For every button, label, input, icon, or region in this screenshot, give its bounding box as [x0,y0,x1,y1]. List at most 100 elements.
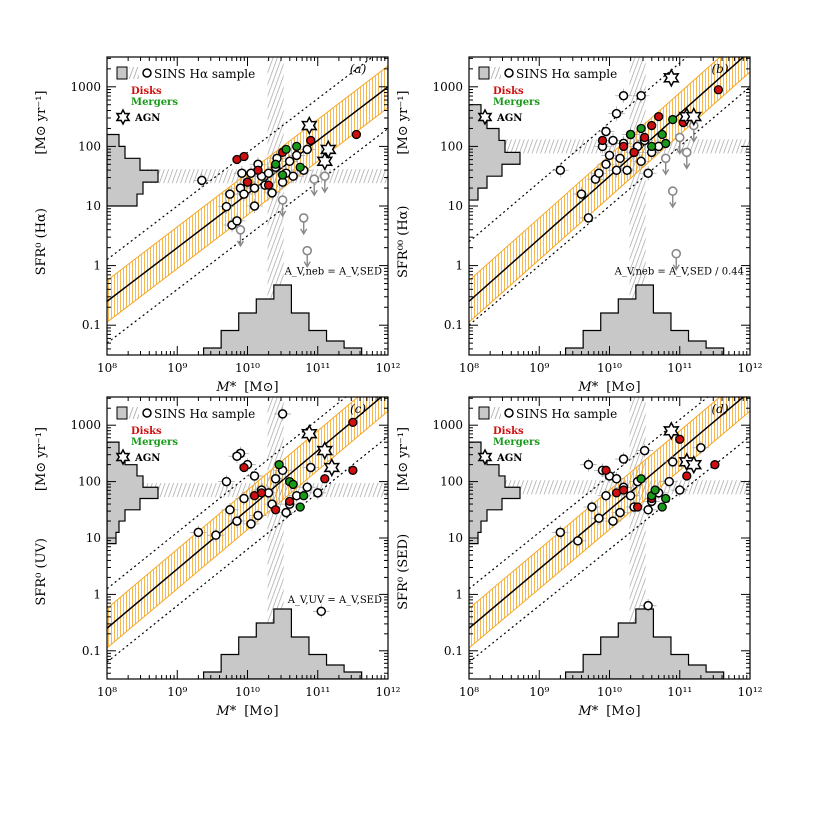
mass-histogram [202,284,363,355]
sample-point [608,135,618,146]
merger-point [661,138,671,149]
legend-agn-marker [115,448,131,466]
sample-point [270,474,281,484]
sample-point [576,189,587,199]
upper-limit-arrowhead [676,148,684,155]
y-tick-label: 100 [78,139,101,153]
panel-label: (d) [711,402,728,416]
sample-point [249,471,260,481]
sample-point [246,519,256,529]
sample-point [313,488,323,498]
y-tick-label: 100 [440,475,463,489]
sample-point [302,144,312,155]
upper-limit-point [671,248,682,259]
legend-sample-label: SINS Hα sample [516,67,617,81]
legend-mergers-label: Mergers [131,97,178,108]
sample-point [316,606,327,617]
agn-point [685,106,703,127]
sample-point [288,171,298,181]
sample-point [263,168,274,178]
sample-point [608,516,618,526]
x-axis-symbol: M* [215,704,236,719]
disk-point [682,471,692,481]
legend-sample-marker [142,68,152,78]
x-axis-unit: [M⊙] [606,380,640,395]
sample-point [573,536,583,546]
merger-point [299,491,309,501]
sample-point [594,168,604,178]
sample-point [583,213,594,223]
upper-limit-arrowhead [303,261,311,269]
merger-point [277,170,288,180]
disk-point [351,129,362,140]
upper-limit-arrowhead [672,264,680,272]
sample-point [587,502,597,512]
legend-hist-swatch [116,66,128,80]
disk-point [270,505,281,515]
mass-histogram [564,284,725,355]
disk-point [618,141,629,152]
x-tick-label: 10¹² [376,361,401,375]
y-tick-label: 10 [86,531,101,545]
sample-point [225,189,235,199]
disk-point [263,180,274,190]
sample-point [611,108,622,119]
x-tick-label: 10¹² [376,685,401,699]
y-tick-label: 100 [440,139,463,153]
legend-sample-marker [504,408,514,418]
merger-point [657,129,667,140]
y-tick-label: 0.1 [82,644,101,658]
legend-disks-label: Disks [131,426,162,437]
x-tick-label: 10⁹ [167,685,187,699]
legend-sample-marker [504,68,514,78]
disk-point [597,135,608,146]
y-tick-label: 100 [78,475,101,489]
disk-point [320,474,330,484]
x-tick-label: 10⁸ [97,685,117,699]
dotted-scatter-line [107,436,388,663]
legend-agn-label: AGN [496,113,522,124]
y-axis-unit: [M⊙ yr⁻¹] [396,90,411,154]
merger-point [625,129,636,140]
legend-agn-marker [115,108,131,126]
upper-limit-point [277,195,288,205]
agn-point [685,455,703,475]
merger-point [281,144,291,155]
sample-point [618,454,629,464]
disk-point [284,496,295,506]
panel-b: 10⁸ 10⁹ 10¹⁰ 10¹¹ 10¹² 0.1 1 10 100 1000 M* [M⊙] SFR… [396,56,763,395]
disk-point [675,434,685,444]
legend-sample-label: SINS Hα sample [154,67,255,81]
sample-point [225,505,235,515]
x-axis-unit: [M⊙] [244,704,278,719]
sfr-histogram [107,133,159,207]
merger-point [292,141,302,152]
upper-limit-point [309,174,320,184]
merger-point [661,493,671,504]
disk-point [253,165,263,175]
y-axis-unit: [M⊙ yr⁻¹] [34,427,49,491]
mass-histogram [564,608,725,679]
upper-limit-point [681,147,692,158]
upper-limit-arrowhead [279,210,287,218]
x-axis-label: M* [M⊙] [215,704,278,719]
legend-hist-swatch [478,406,490,420]
sample-point [253,510,263,521]
panel-a: 10⁸ 10⁹ 10¹⁰ 10¹¹ 10¹² 0.1 1 10 100 1000 M* [M⊙] SFR… [34,56,401,395]
merger-point [274,460,284,470]
upper-limit-point [298,213,309,223]
disk-point [348,417,358,428]
upper-limit-arrowhead [669,201,677,209]
y-axis-label: SFR⁰ (Hα) [34,208,49,275]
upper-limit-point [667,186,678,196]
legend-hatch-swatch [491,67,501,79]
upper-limit-point [302,245,313,256]
sample-point [232,451,242,461]
sample-point [555,165,566,175]
upper-limit-point [674,132,685,143]
sample-point [211,530,221,540]
x-tick-label: 10¹⁰ [597,361,622,375]
disk-point [639,132,650,143]
extinction-annotation: A_V,UV = A_V,SED [287,595,382,606]
